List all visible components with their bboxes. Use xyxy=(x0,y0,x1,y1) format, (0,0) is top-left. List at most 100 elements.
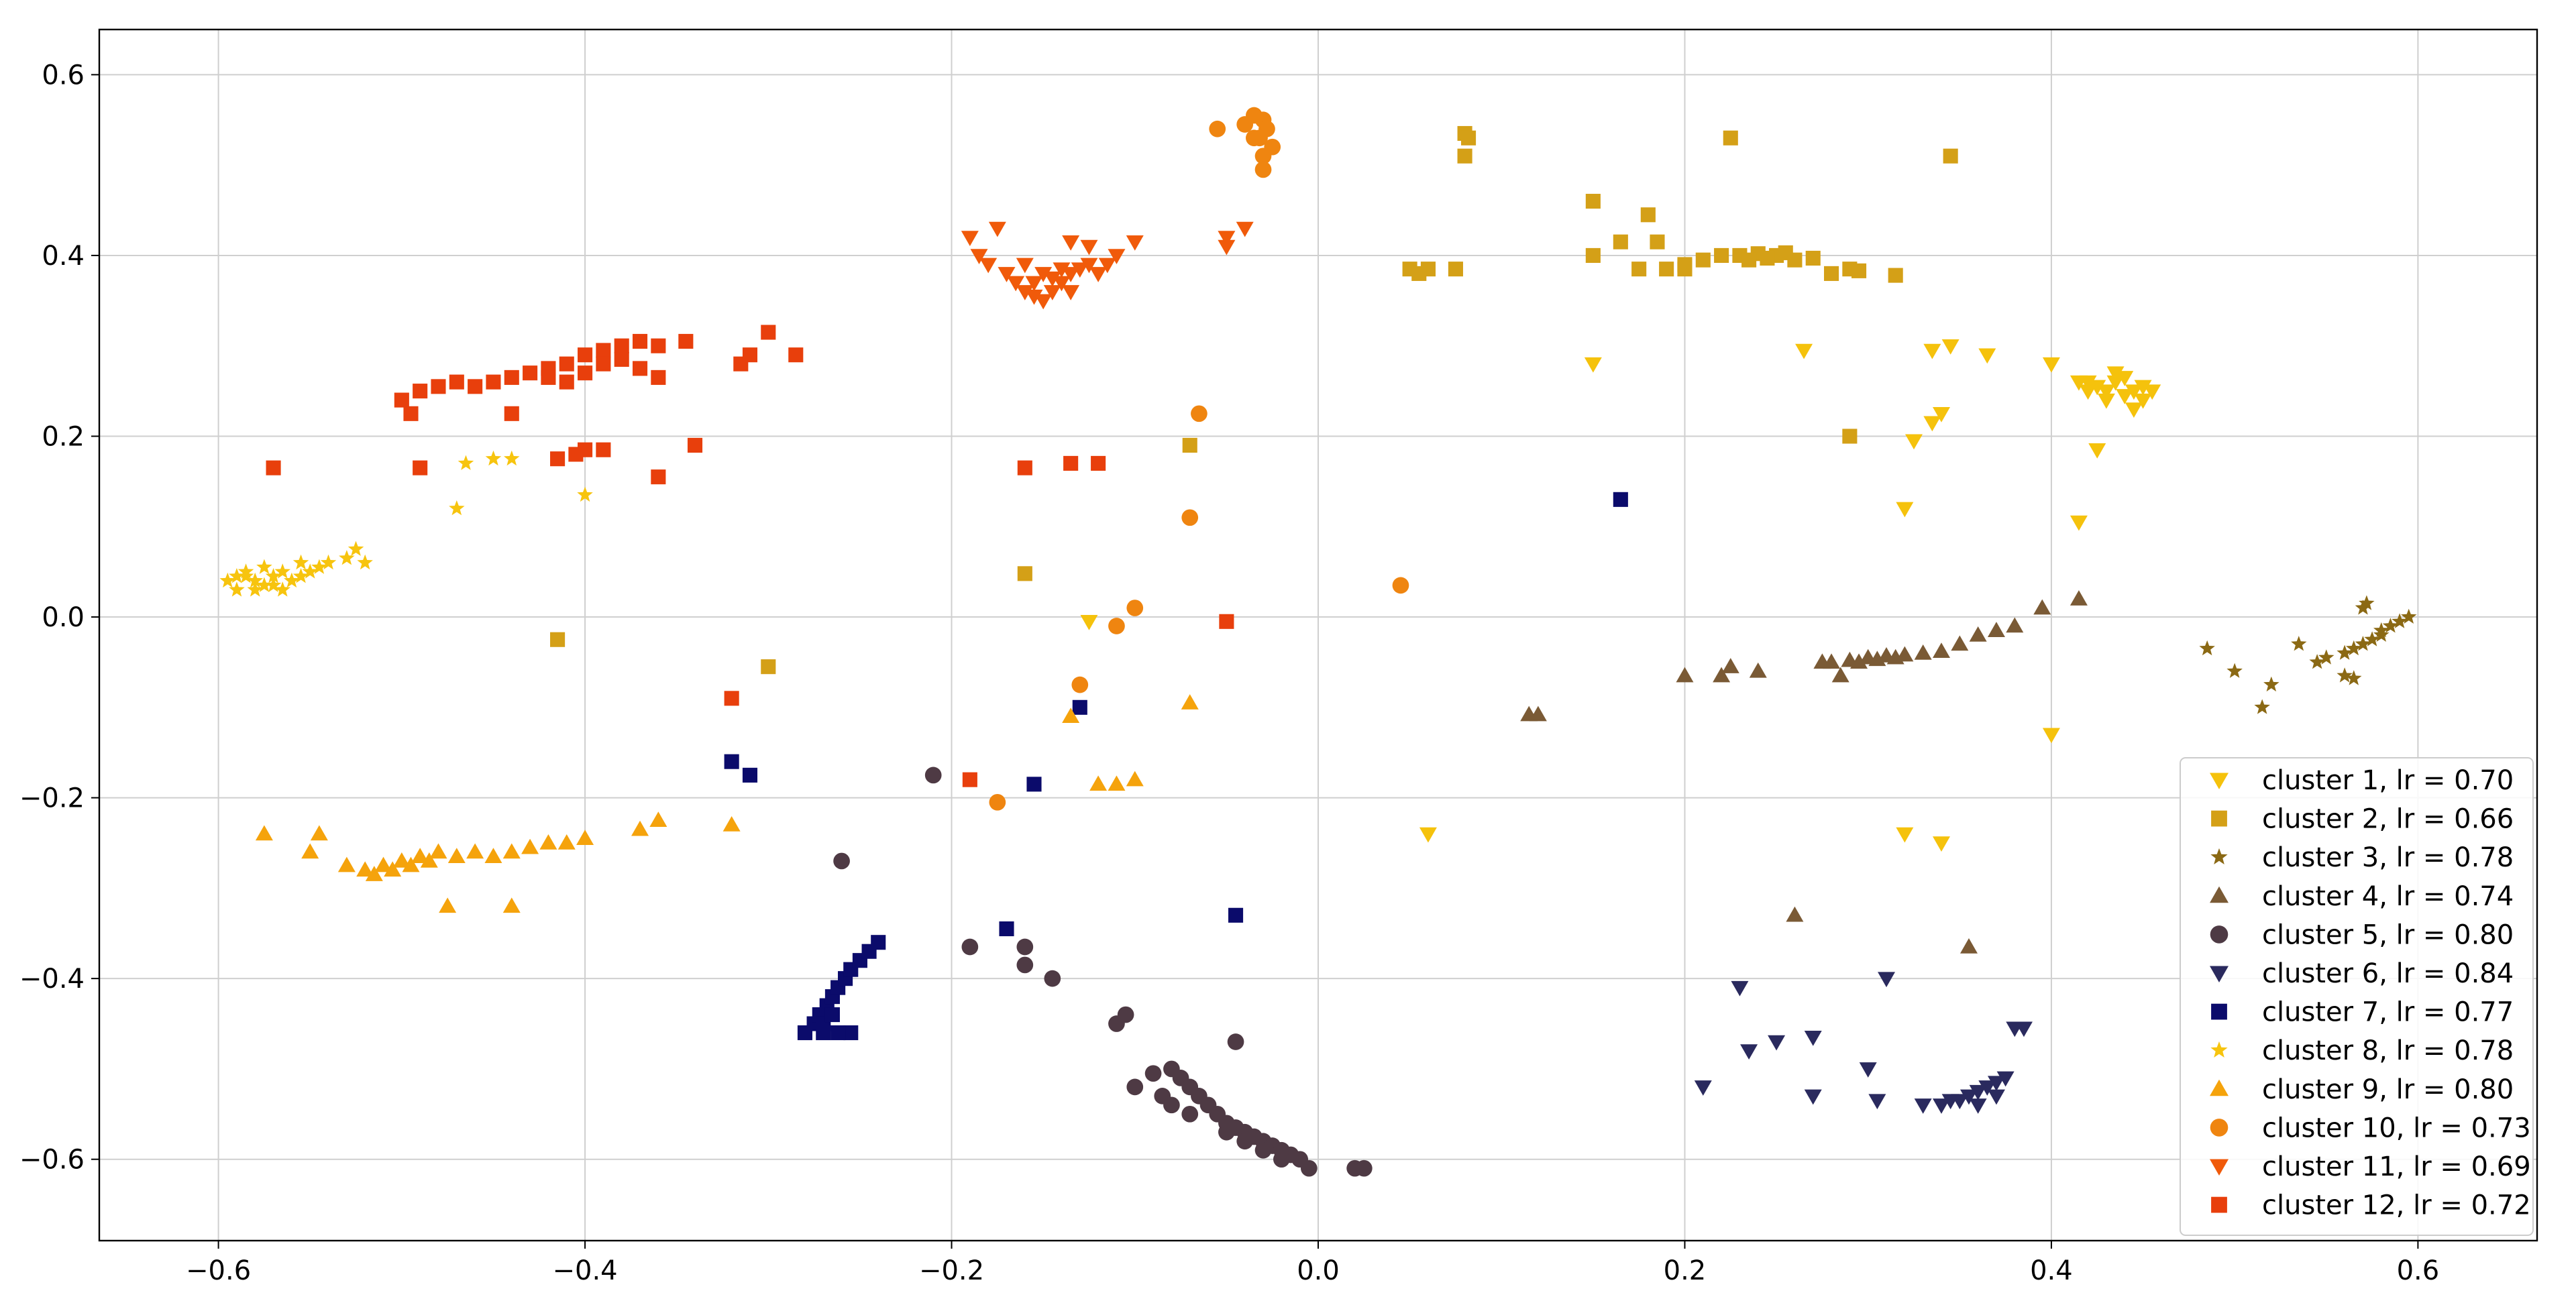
data-point xyxy=(1951,635,1969,651)
data-point xyxy=(402,856,420,872)
data-point xyxy=(403,406,419,421)
data-point xyxy=(961,938,979,956)
data-point xyxy=(833,852,850,870)
data-point xyxy=(255,825,273,841)
data-point xyxy=(541,370,556,385)
data-point xyxy=(1043,285,1061,300)
data-point xyxy=(1236,116,1254,133)
data-point xyxy=(2079,384,2097,400)
legend-marker xyxy=(2211,1003,2227,1020)
data-point xyxy=(1254,1141,1272,1159)
data-point xyxy=(961,231,979,246)
data-point xyxy=(1025,276,1043,292)
data-point xyxy=(484,848,502,863)
data-point xyxy=(504,406,519,421)
data-point xyxy=(1191,405,1208,422)
data-point xyxy=(1016,956,1034,974)
data-point xyxy=(1932,1098,1950,1114)
data-point xyxy=(1300,1159,1318,1177)
data-point xyxy=(1529,705,1547,722)
data-point xyxy=(2006,617,2024,633)
data-point xyxy=(266,460,281,475)
data-point xyxy=(1676,667,1694,683)
data-point xyxy=(237,568,254,583)
legend-entry-label: cluster 8, lr = 0.78 xyxy=(2262,1035,2514,1066)
data-point xyxy=(1868,650,1886,667)
data-point xyxy=(1960,938,1978,954)
legend-marker xyxy=(2210,1041,2228,1058)
data-points xyxy=(219,107,2417,1177)
legend-marker xyxy=(2210,1159,2229,1176)
data-point xyxy=(2042,357,2060,373)
legend: cluster 1, lr = 0.70 cluster 2, lr = 0.66… xyxy=(2180,757,2534,1236)
data-point xyxy=(274,581,290,597)
legend-marker xyxy=(2211,810,2227,827)
data-point xyxy=(431,379,446,394)
data-point xyxy=(2199,640,2215,656)
data-point xyxy=(724,691,739,706)
data-point xyxy=(1063,455,1079,471)
legend-marker xyxy=(2210,848,2228,864)
series-cluster-7 xyxy=(724,492,1628,1041)
legend-entry-label: cluster 4, lr = 0.74 xyxy=(2262,881,2514,912)
data-point xyxy=(1996,1071,2015,1087)
data-point xyxy=(1896,827,1914,843)
data-point xyxy=(1677,262,1693,277)
axes-frame xyxy=(98,28,2538,1242)
data-point xyxy=(1713,667,1731,683)
data-point xyxy=(1768,1035,1786,1051)
data-point xyxy=(614,351,629,367)
y-tick-label: 0.0 xyxy=(42,602,85,633)
axis-ticks: −0.6 −0.4 −0.2 0.0 0.2 0.4 0.6 −0.6 −0.4 −0.2 0.0 0… xyxy=(19,60,2439,1286)
data-point xyxy=(1025,289,1043,305)
data-point xyxy=(651,370,666,385)
data-point xyxy=(2226,663,2243,678)
data-point xyxy=(1878,972,1896,988)
data-point xyxy=(1108,775,1126,791)
data-point xyxy=(788,347,804,363)
data-point xyxy=(1071,262,1089,278)
data-point xyxy=(1457,148,1472,164)
data-point xyxy=(2116,389,2134,404)
data-point xyxy=(2125,384,2143,400)
data-point xyxy=(559,374,574,390)
data-point xyxy=(1254,148,1272,165)
data-point xyxy=(1144,1065,1162,1082)
data-point xyxy=(1098,258,1116,274)
data-point xyxy=(2097,393,2115,409)
data-point xyxy=(1905,434,1923,450)
x-tick-label: −0.4 xyxy=(552,1255,617,1286)
data-point xyxy=(374,856,392,872)
data-point xyxy=(1091,455,1106,471)
data-point xyxy=(1896,502,1914,518)
data-point xyxy=(1044,970,1061,987)
data-point xyxy=(2070,590,2088,606)
data-point xyxy=(1932,642,1950,659)
data-point xyxy=(632,333,648,349)
data-point xyxy=(2106,375,2125,391)
data-point xyxy=(631,820,649,836)
x-tick-label: 0.6 xyxy=(2397,1255,2440,1286)
data-point xyxy=(1805,250,1821,266)
data-point xyxy=(1080,258,1098,274)
y-tick-label: −0.4 xyxy=(19,964,85,995)
data-point xyxy=(999,921,1014,937)
data-point xyxy=(596,356,611,372)
data-point xyxy=(1254,161,1272,178)
data-point xyxy=(2097,384,2115,400)
data-point xyxy=(577,486,593,502)
data-point xyxy=(1978,348,1996,364)
data-point xyxy=(1923,343,1941,359)
data-point xyxy=(998,267,1016,282)
data-point xyxy=(429,843,447,859)
data-point xyxy=(449,374,464,390)
data-point xyxy=(357,554,373,570)
data-point xyxy=(970,249,988,264)
data-point xyxy=(742,767,758,783)
data-point xyxy=(1117,1006,1134,1023)
data-point xyxy=(2337,644,2353,660)
data-point xyxy=(742,347,758,363)
data-point xyxy=(486,374,501,390)
data-point xyxy=(447,848,466,863)
data-point xyxy=(1236,1133,1254,1150)
